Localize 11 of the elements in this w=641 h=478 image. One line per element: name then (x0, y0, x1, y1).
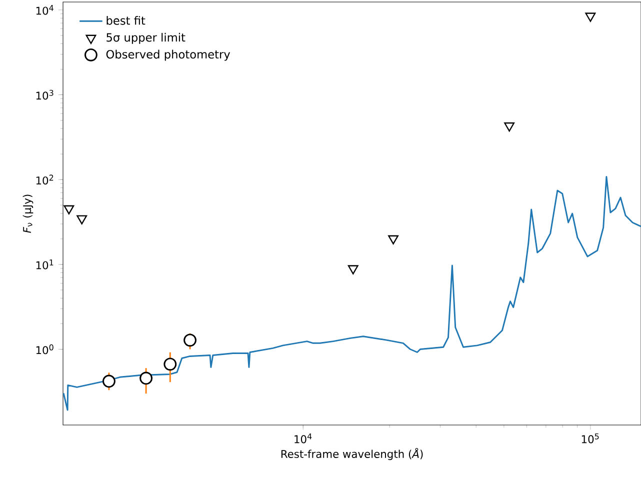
x-tick-label: 10$^{5}$ (582, 433, 599, 444)
legend-label: 5σ upper limit (106, 32, 186, 44)
legend-label: best fit (106, 16, 146, 25)
y-tick-label: 10$^{2}$ (36, 174, 54, 185)
legend-label: Observed photometry (106, 50, 230, 61)
y-tick-label: 10$^{4}$ (36, 5, 54, 15)
x-axis-title: Rest-frame wavelength (Å) (281, 448, 423, 460)
y-axis-title: F$_{ν}$ (μJy) (22, 194, 34, 233)
y-tick-label: 10$^{3}$ (36, 90, 54, 100)
y-tick-label: 10$^{1}$ (36, 260, 54, 270)
y-tick-label: 10$^{0}$ (36, 344, 54, 354)
